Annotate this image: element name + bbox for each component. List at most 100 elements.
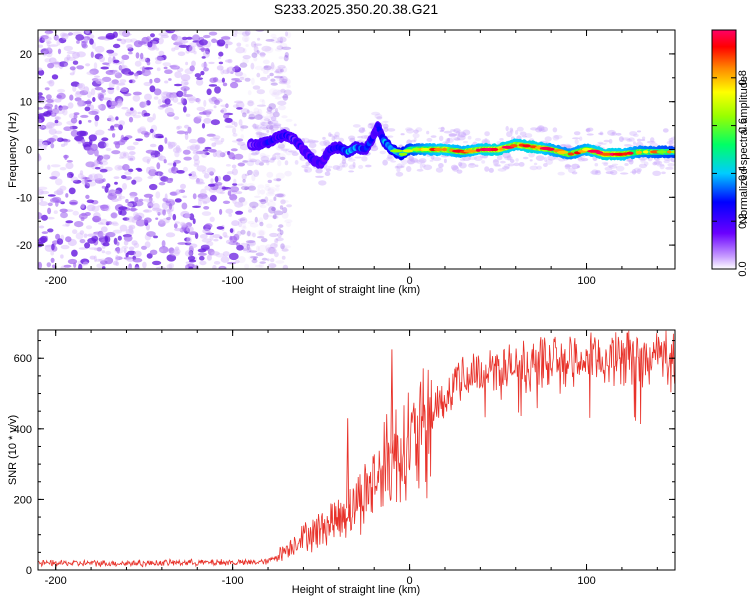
noise-point (64, 154, 68, 161)
noise-point (94, 45, 105, 53)
haze-point (387, 153, 393, 160)
noise-point (234, 260, 240, 264)
noise-point (90, 88, 96, 96)
noise-point (132, 114, 142, 119)
noise-point (263, 212, 269, 220)
haze-point (349, 137, 356, 143)
noise-point (90, 143, 98, 152)
noise-point (267, 246, 277, 255)
noise-point (215, 150, 223, 158)
haze-point (255, 131, 263, 136)
noise-point (280, 243, 285, 250)
haze-point (629, 131, 638, 136)
ridge-peak-point (626, 151, 634, 155)
noise-point (112, 43, 121, 49)
noise-point (257, 236, 265, 239)
noise-point (51, 170, 61, 178)
noise-point (153, 96, 159, 100)
ridge-peak-point (420, 147, 431, 152)
haze-point (488, 167, 494, 173)
noise-point (254, 216, 258, 223)
noise-point (250, 41, 257, 48)
haze-point (358, 164, 364, 169)
noise-point (107, 221, 112, 225)
noise-point (140, 52, 144, 60)
noise-point (245, 173, 250, 177)
noise-point (198, 199, 202, 207)
noise-point (270, 61, 275, 70)
noise-point (239, 73, 247, 79)
noise-point (277, 67, 284, 75)
haze-point (611, 163, 619, 166)
noise-point (194, 98, 201, 102)
noise-point (214, 86, 221, 94)
noise-point (161, 240, 166, 248)
noise-point (246, 246, 252, 253)
noise-point (252, 205, 256, 210)
noise-point (245, 231, 254, 237)
noise-point (184, 250, 193, 257)
noise-point (284, 31, 289, 37)
noise-point (203, 34, 211, 39)
noise-point (256, 72, 261, 78)
noise-point (209, 77, 217, 83)
noise-point (273, 178, 281, 182)
haze-point (354, 156, 362, 159)
noise-point (242, 248, 247, 252)
noise-point (158, 182, 166, 186)
haze-point (481, 138, 490, 145)
haze-point (395, 171, 404, 177)
noise-point (262, 59, 270, 65)
noise-point (182, 149, 191, 155)
noise-point (172, 213, 177, 221)
noise-point (116, 246, 121, 254)
noise-point (280, 76, 285, 81)
noise-point (237, 31, 248, 35)
noise-point (261, 257, 268, 261)
noise-point (253, 43, 262, 46)
noise-point (133, 72, 139, 77)
noise-point (270, 258, 275, 263)
noise-point (274, 48, 283, 52)
noise-point (142, 198, 152, 202)
noise-point (146, 61, 151, 66)
noise-point (246, 243, 250, 251)
haze-point (641, 138, 646, 142)
haze-point (401, 159, 408, 165)
haze-point (443, 130, 453, 134)
noise-point (234, 80, 243, 83)
noise-point (274, 209, 281, 215)
haze-point (339, 162, 349, 168)
noise-point (185, 113, 191, 118)
noise-point (115, 190, 122, 195)
noise-point (224, 117, 233, 123)
noise-point (144, 133, 150, 138)
noise-point (259, 189, 266, 195)
haze-point (571, 137, 580, 140)
noise-point (251, 52, 258, 58)
haze-point (601, 161, 609, 165)
noise-point (228, 252, 239, 261)
haze-point (506, 131, 513, 138)
noise-point (105, 250, 112, 255)
noise-point (121, 54, 130, 60)
noise-point (82, 141, 92, 148)
noise-point (135, 219, 146, 227)
noise-point (266, 171, 274, 178)
haze-point (338, 137, 345, 143)
noise-point (174, 150, 180, 158)
noise-point (276, 178, 282, 182)
noise-point (279, 153, 286, 160)
noise-point (96, 247, 103, 252)
noise-point (225, 164, 231, 167)
noise-point (185, 61, 189, 66)
noise-point (153, 235, 158, 239)
noise-point (108, 189, 117, 197)
noise-point (274, 96, 282, 100)
noise-point (72, 51, 80, 59)
ridge-peak-point (522, 144, 531, 148)
haze-point (484, 138, 488, 144)
haze-point (365, 164, 372, 168)
noise-point (271, 92, 280, 97)
noise-point (275, 172, 285, 180)
